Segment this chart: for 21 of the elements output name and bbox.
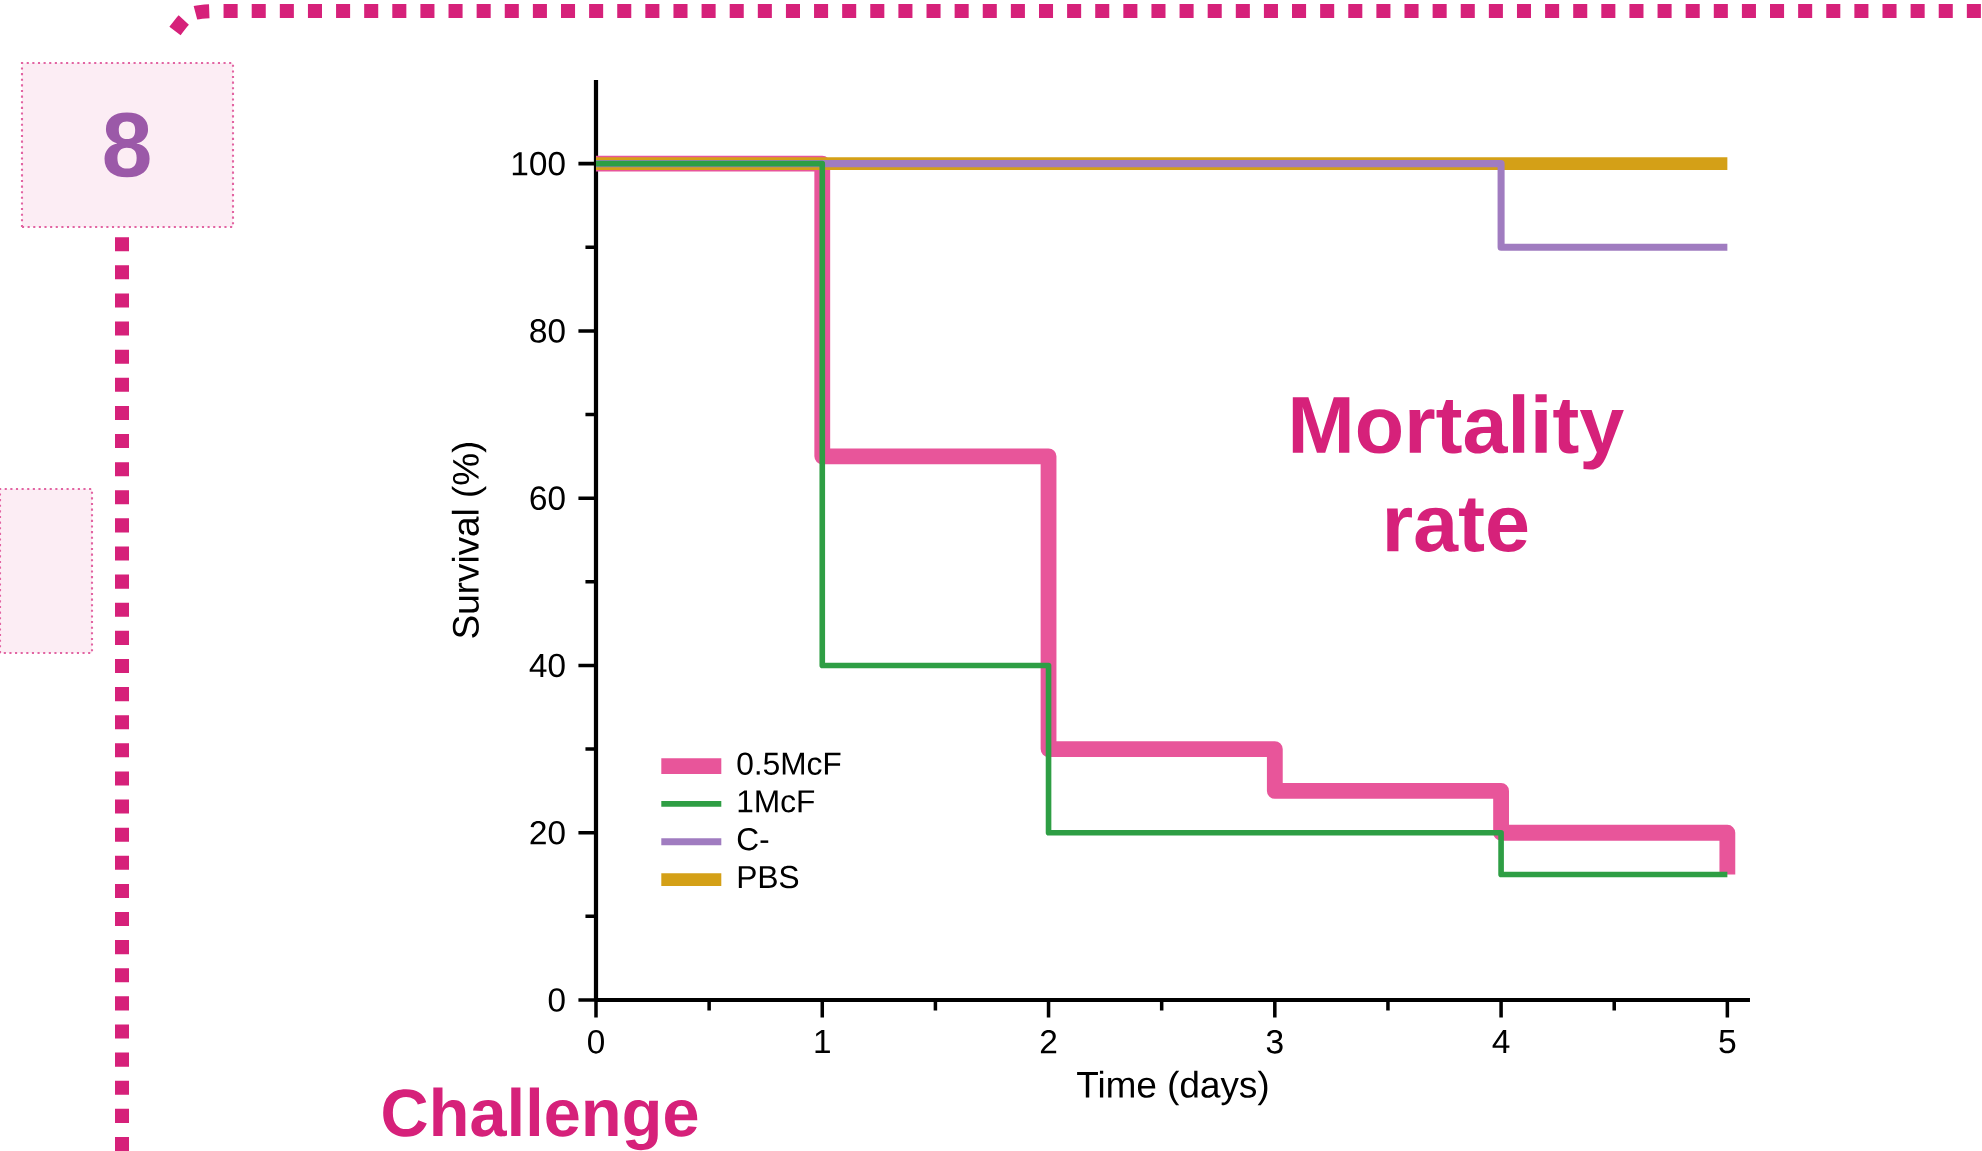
x-tick-label: 3: [1266, 1029, 1283, 1054]
y-tick-label: 60: [530, 486, 565, 511]
x-tick-label: 4: [1492, 1029, 1510, 1053]
y-tick-label: 40: [529, 653, 565, 678]
text: 8: [104, 112, 150, 178]
legend-label: 0.5McF: [737, 752, 841, 775]
y-axis-title: Survival (%): [451, 442, 487, 638]
legend-label: PBS: [738, 865, 799, 889]
y-tick-label: 0: [548, 988, 565, 1012]
annotation: Mortality rate: [1292, 394, 1624, 552]
y-tick-label: 80: [530, 319, 565, 343]
legend-label: 1McF: [738, 790, 815, 813]
y-tick-label: 20: [530, 820, 565, 845]
legend-label: C-: [737, 827, 769, 851]
x-axis-title: Time (days): [1077, 1070, 1268, 1106]
y-tick-label: 100: [512, 151, 565, 176]
x-tick-label: 0: [588, 1029, 604, 1054]
x-tick-label: 1: [815, 1029, 830, 1053]
text: Challenge: [383, 1087, 698, 1151]
x-tick-label: 2: [1040, 1029, 1057, 1054]
x-tick-label: 5: [1719, 1029, 1736, 1054]
